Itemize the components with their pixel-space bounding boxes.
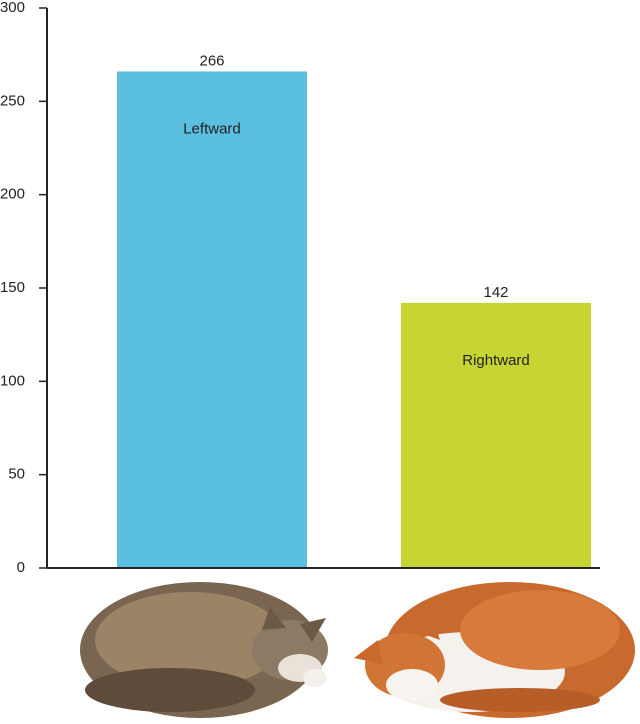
y-tick-label: 0 bbox=[17, 559, 25, 576]
value-label: 142 bbox=[483, 284, 508, 301]
category-label: Rightward bbox=[462, 352, 530, 369]
y-tick-label: 150 bbox=[0, 279, 25, 296]
tabby-cat bbox=[80, 582, 328, 718]
value-label: 266 bbox=[199, 52, 224, 69]
y-tick-label: 50 bbox=[8, 466, 25, 483]
cat-illustrations bbox=[80, 582, 635, 718]
category-label: Leftward bbox=[183, 120, 241, 137]
y-tick-label: 250 bbox=[0, 92, 25, 109]
y-tick-label: 200 bbox=[0, 186, 25, 203]
y-tick-label: 100 bbox=[0, 372, 25, 389]
ginger-cat bbox=[354, 582, 635, 718]
bar bbox=[117, 71, 307, 568]
y-tick-label: 300 bbox=[0, 0, 25, 16]
bar bbox=[401, 302, 591, 568]
